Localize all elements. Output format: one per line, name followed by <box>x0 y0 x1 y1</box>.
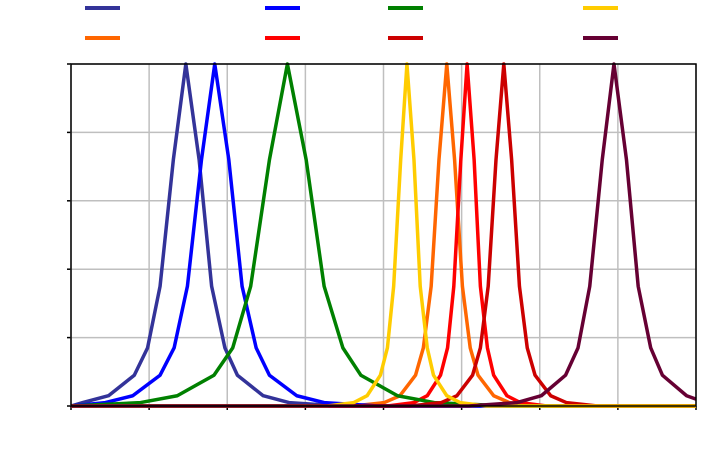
series-line <box>70 62 696 408</box>
plot-frame <box>70 63 697 407</box>
series-line <box>71 62 697 408</box>
series-line <box>70 62 696 408</box>
series-line <box>70 62 696 408</box>
